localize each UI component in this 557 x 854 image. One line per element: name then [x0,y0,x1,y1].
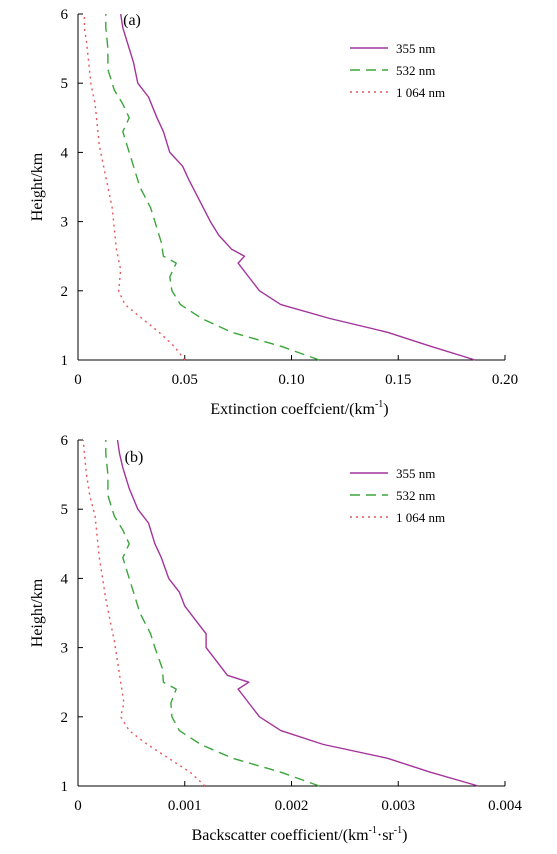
y-axis-label: Height/km [29,578,46,647]
x-tick-label: 0 [74,798,82,814]
legend-label: 355 nm [396,466,435,481]
panel-b-backscatter-chart: 0 0.001 0.002 0.003 0.004 1 2 3 4 5 6 Height/km Back… [29,433,522,844]
series-line-355-nm [120,13,476,361]
series-line-532-nm [105,14,320,361]
x-axis-label-part: -1 [375,399,383,410]
y-tick-label: 5 [61,76,69,92]
y-tick-label: 4 [61,571,69,587]
y-tick-label: 2 [61,284,69,300]
y-tick-label: 1 [61,779,69,795]
x-tick-label: 0.05 [172,372,198,388]
x-axis-label-part: Extinction coeffcient/(km [210,401,375,418]
y-axis-label: Height/km [29,152,46,221]
y-tick-label: 2 [61,710,69,726]
y-tick-label: 6 [61,433,69,449]
y-tick-label: 5 [61,502,69,518]
x-axis-label-part: Backscatter coefficient/(km [192,827,370,844]
x-tick-label: 0.004 [488,798,522,814]
legend-label: 355 nm [396,41,435,56]
x-axis-label-part: ·sr [377,827,395,844]
legend-label: 532 nm [396,63,435,78]
x-tick-label: 0.003 [381,798,415,814]
legend-label: 1 064 nm [396,85,445,100]
panel-label: (a) [123,12,141,29]
series-line-532-nm [105,440,320,787]
x-axis-label-part: ) [402,827,407,844]
x-tick-label: 0.20 [492,372,518,388]
y-tick-label: 6 [61,7,69,23]
series-line-1-064-nm [82,439,206,787]
x-tick-label: 0.10 [278,372,304,388]
x-axis-label-part: ) [383,401,388,418]
x-tick-label: 0.001 [168,798,202,814]
x-axis-label-part: -1 [394,825,402,836]
x-tick-label: 0.15 [385,372,411,388]
panel-a-extinction-chart: 0 0.05 0.10 0.15 0.20 1 2 3 4 5 6 Height/km Extincti… [29,7,518,418]
series-line-355-nm [116,439,479,787]
x-tick-label: 0 [74,372,82,388]
x-axis-label-part: -1 [369,825,377,836]
y-tick-label: 3 [61,215,69,231]
legend-label: 1 064 nm [396,510,445,525]
y-tick-label: 1 [61,353,69,369]
x-tick-label: 0.002 [275,798,309,814]
panel-label: (b) [125,449,144,466]
y-tick-label: 3 [61,641,69,657]
x-axis-label: Extinction coeffcient/(km-1) [210,399,388,418]
y-tick-label: 4 [61,145,69,161]
series-line-1-064-nm [83,14,186,361]
x-axis-label: Backscatter coefficient/(km-1·sr-1) [192,825,408,844]
legend-label: 532 nm [396,488,435,503]
